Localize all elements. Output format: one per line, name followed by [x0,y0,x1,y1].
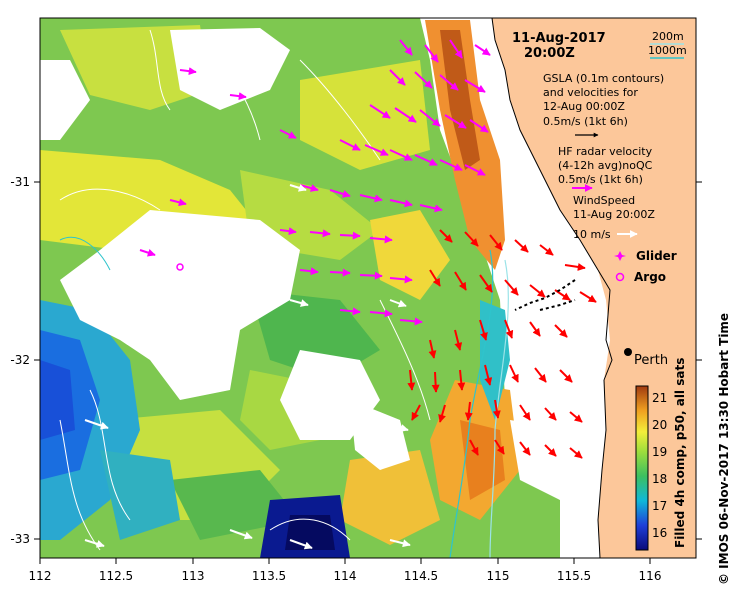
perth-marker [624,348,632,356]
x-tick-label: 114.5 [404,569,438,583]
perth-label: Perth [634,353,668,368]
wind-legend-line1: WindSpeed [573,194,635,207]
gsla-scale-label: 0.5m/s (1kt 6h) [543,115,628,128]
colorbar-tick: 18 [652,472,667,486]
hf-legend-line1: HF radar velocity [558,145,653,158]
x-tick-label: 113.5 [252,569,286,583]
wind-arrows [84,184,411,550]
y-tick-label: -32 [10,353,30,367]
colorbar-tick: 21 [652,391,667,405]
credit-text: © IMOS 06-Nov-2017 13:30 Hobart Time [717,313,731,585]
wind-legend-line2: 11-Aug 20:00Z [573,208,655,221]
x-tick-label: 115.5 [557,569,591,583]
depth-legend-1000: 1000m [648,44,687,57]
x-tick-label: 112 [29,569,52,583]
axis-ticks [34,181,702,564]
header-date: 11-Aug-2017 [512,31,606,46]
x-tick-labels: 112 112.5 113 113.5 114 114.5 115 115.5 … [29,569,662,583]
y-tick-labels: -31 -32 -33 [10,175,30,546]
colorbar-tick: 16 [652,526,667,540]
glider-legend-label: Glider [636,249,677,263]
hf-scale-label: 0.5m/s (1kt 6h) [558,173,643,186]
hf-radar-arrows [407,229,597,459]
plot-frame [39,17,697,559]
hf-legend-line2: (4-12h avg)noQC [558,159,653,172]
colorbar-tick: 19 [652,445,667,459]
y-tick-label: -31 [10,175,30,189]
x-tick-label: 115 [487,569,510,583]
gsla-legend-line2: and velocities for [543,86,638,99]
x-tick-label: 113 [182,569,205,583]
x-tick-label: 116 [639,569,662,583]
gsla-legend-line1: GSLA (0.1m contours) [543,72,664,85]
argo-marker [176,263,184,271]
x-tick-label: 114 [334,569,357,583]
colorbar-tick: 20 [652,418,667,432]
header-time: 20:00Z [524,46,575,61]
sst-field [40,18,696,558]
glider-legend-icon [614,251,626,261]
colorbar-label: Filled 4h comp, p50, all sats [673,358,687,548]
glider-track [514,279,576,311]
colorbar [635,385,649,551]
argo-legend-label: Argo [634,270,666,284]
colorbar-tick: 17 [652,499,667,513]
gsla-legend-line3: 12-Aug 00:00Z [543,100,625,113]
wind-scale-label: 10 m/s [573,228,611,241]
y-tick-label: -33 [10,532,30,546]
gsla-velocity-arrows [139,39,491,326]
depth-legend-200: 200m [652,30,684,43]
argo-legend-icon [615,272,625,282]
colorbar-ticks: 21 20 19 18 17 16 [652,391,667,540]
x-tick-label: 112.5 [99,569,133,583]
